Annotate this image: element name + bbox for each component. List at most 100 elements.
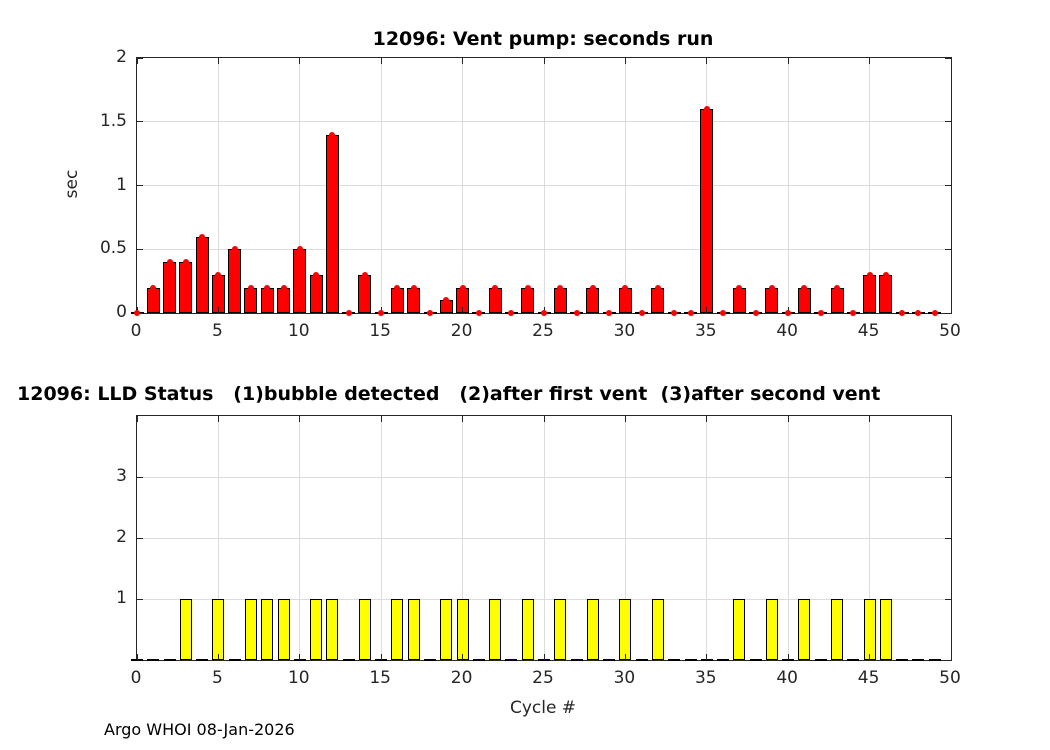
data-bar (879, 599, 892, 660)
x-tick-mark (706, 307, 708, 313)
data-marker-dot (541, 310, 547, 316)
x-tick-label: 25 (532, 668, 554, 688)
horizontal-gridline (137, 476, 951, 478)
y-tick-mark-right (945, 248, 951, 250)
data-bar (521, 287, 535, 313)
data-bar (163, 262, 177, 313)
data-bar (407, 599, 420, 660)
data-bar (358, 274, 372, 313)
x-tick-label: 25 (532, 321, 554, 341)
x-tick-mark (299, 307, 301, 313)
data-marker-dot (410, 284, 417, 291)
zero-value-dash (782, 659, 795, 661)
data-marker-dot (622, 284, 629, 291)
data-marker-dot (915, 310, 922, 316)
data-marker-dot (182, 259, 189, 265)
horizontal-gridline (137, 121, 951, 123)
x-tick-label: 15 (369, 321, 392, 341)
x-tick-label: 10 (287, 668, 310, 688)
bottom-chart-title: 12096: LLD Status (1)bubble detected (2)… (17, 383, 881, 405)
zero-value-dash (147, 659, 160, 661)
data-marker-dot (443, 297, 450, 304)
data-marker-dot (264, 284, 271, 291)
data-bar (391, 599, 404, 660)
y-tick-label: 0.5 (99, 238, 127, 259)
y-tick-label: 2 (116, 47, 127, 67)
x-tick-label: 45 (857, 668, 880, 688)
data-bar (456, 599, 469, 660)
y-tick-label: 2 (116, 527, 127, 547)
data-marker-dot (573, 310, 580, 316)
x-tick-label: 45 (857, 321, 880, 341)
data-bar (326, 599, 339, 660)
x-tick-label: 50 (939, 668, 961, 688)
data-bar (700, 109, 714, 313)
x-tick-mark (462, 307, 464, 313)
data-marker-dot (850, 310, 857, 316)
zero-value-dash (814, 659, 827, 661)
x-tick-mark-top (543, 58, 545, 64)
x-tick-mark (217, 307, 219, 313)
y-tick-mark (137, 476, 143, 478)
data-marker-dot (768, 284, 775, 291)
x-tick-label: 50 (939, 321, 961, 341)
data-bar (879, 274, 893, 313)
data-marker-dot (817, 310, 824, 316)
zero-value-dash (570, 659, 583, 661)
x-tick-mark (869, 654, 871, 660)
zero-value-dash (505, 659, 518, 661)
data-bar (797, 287, 811, 313)
x-tick-mark-top (136, 416, 138, 422)
data-bar (765, 287, 779, 313)
y-tick-mark-right (945, 476, 951, 478)
x-tick-mark-top (787, 416, 789, 422)
zero-value-dash (293, 659, 306, 661)
data-bar (733, 599, 746, 660)
data-bar (831, 599, 844, 660)
zero-value-dash (163, 659, 176, 661)
zero-value-dash (375, 659, 388, 661)
x-tick-label: 35 (694, 321, 717, 341)
x-tick-mark-top (462, 58, 464, 64)
x-tick-mark (380, 654, 382, 660)
data-bar (212, 599, 225, 660)
data-bar (798, 599, 811, 660)
data-bar (586, 599, 599, 660)
data-bar (863, 599, 876, 660)
y-tick-mark-right (945, 312, 951, 314)
y-tick-mark (137, 185, 143, 186)
horizontal-gridline (137, 598, 951, 600)
data-bar (732, 287, 746, 313)
data-marker-dot (752, 310, 759, 316)
zero-value-dash (635, 659, 648, 661)
y-tick-mark-right (945, 185, 951, 186)
data-bar (619, 599, 632, 660)
data-marker-dot (557, 284, 564, 291)
data-marker-dot (150, 284, 157, 291)
data-bar (310, 599, 323, 660)
data-marker-dot (671, 310, 678, 316)
x-tick-mark (706, 654, 708, 660)
y-tick-label: 1 (116, 174, 127, 195)
data-bar (325, 134, 339, 313)
data-marker-dot (280, 284, 287, 291)
data-marker-dot (589, 284, 596, 291)
data-bar (261, 599, 274, 660)
zero-value-dash (131, 659, 143, 661)
data-bar (228, 249, 242, 313)
data-bar (244, 599, 257, 660)
y-tick-label: 1.5 (99, 110, 127, 131)
x-tick-mark (299, 654, 301, 660)
data-bar (830, 287, 844, 313)
y-tick-mark (137, 121, 143, 123)
x-tick-mark-top (217, 58, 219, 64)
data-bar (553, 287, 567, 313)
data-marker-dot (296, 246, 303, 253)
x-tick-mark-top (299, 58, 301, 64)
data-marker-dot (247, 284, 254, 291)
data-bar (651, 599, 664, 660)
x-tick-label: 35 (694, 668, 717, 688)
lld-status-plot-area (131, 415, 952, 661)
y-tick-label: 3 (116, 466, 127, 486)
data-bar (146, 287, 160, 313)
